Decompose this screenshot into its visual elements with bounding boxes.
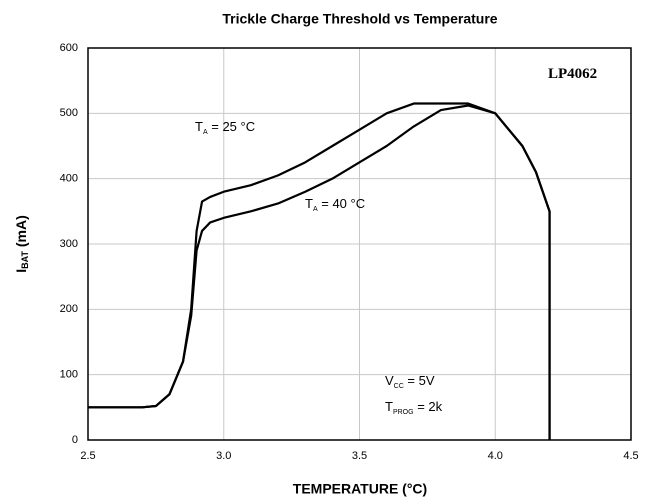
annotation-rest: = 25 °C bbox=[208, 119, 255, 134]
annotation: TPROG = 2k bbox=[385, 399, 443, 415]
annotation-rest: = 2k bbox=[414, 399, 443, 414]
x-tick-label: 3.5 bbox=[352, 450, 367, 462]
annotation: TA = 40 °C bbox=[305, 196, 365, 212]
y-tick-label: 400 bbox=[60, 173, 78, 185]
line-series bbox=[88, 102, 551, 440]
plot-frame bbox=[87, 47, 632, 441]
annotation-main: T bbox=[195, 119, 203, 134]
annotation-main: T bbox=[305, 196, 313, 211]
x-tick-label: 4.5 bbox=[623, 450, 638, 462]
y-axis-label-text: IBAT (mA) bbox=[13, 215, 31, 273]
annotation-sub: CC bbox=[394, 383, 404, 390]
annotation: VCC = 5V bbox=[385, 373, 435, 389]
x-axis-label: TEMPERATURE (°C) bbox=[293, 481, 427, 497]
chart-title: Trickle Charge Threshold vs Temperature bbox=[222, 11, 497, 27]
y-tick-label: 300 bbox=[60, 238, 78, 250]
x-tick-label: 4.0 bbox=[488, 450, 503, 462]
annotation-sub: PROG bbox=[393, 409, 414, 416]
y-tick-label: 100 bbox=[60, 369, 78, 381]
annotation-main: LP4062 bbox=[548, 66, 597, 82]
annotation-rest: = 5V bbox=[404, 373, 435, 388]
annotation-sub: A bbox=[313, 206, 318, 213]
y-tick-label: 200 bbox=[60, 303, 78, 315]
annotation: TA = 25 °C bbox=[195, 119, 255, 135]
y-axis-label: IBAT (mA) bbox=[13, 215, 31, 273]
annotation-main: T bbox=[385, 399, 393, 414]
y-tick-label: 0 bbox=[72, 434, 78, 446]
y-tick-label: 600 bbox=[60, 42, 78, 54]
line-series bbox=[88, 104, 551, 440]
y-tick-label: 500 bbox=[60, 107, 78, 119]
annotation-main: V bbox=[385, 373, 394, 388]
annotation: LP4062 bbox=[548, 66, 597, 82]
x-tick-label: 3.0 bbox=[216, 450, 231, 462]
annotation-rest: = 40 °C bbox=[318, 196, 365, 211]
x-tick-label: 2.5 bbox=[80, 450, 95, 462]
annotation-sub: A bbox=[203, 129, 208, 136]
